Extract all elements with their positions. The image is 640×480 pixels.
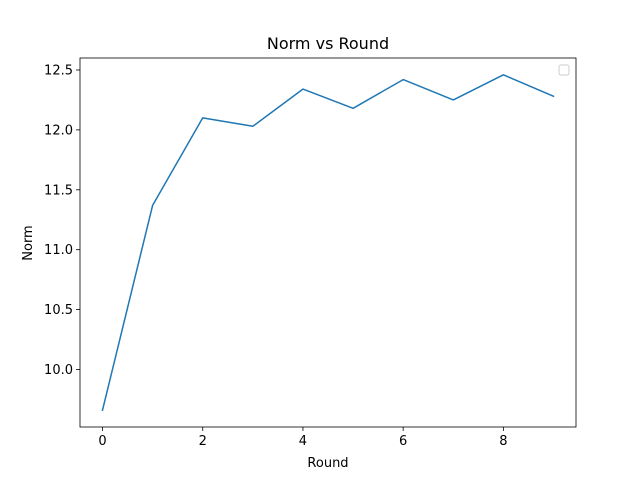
legend bbox=[558, 64, 570, 76]
series-layer bbox=[101, 74, 555, 412]
axes-background bbox=[80, 58, 576, 427]
y-tick-label: 11.0 bbox=[44, 243, 73, 258]
y-tick-label: 12.0 bbox=[44, 123, 73, 138]
y-tick-label: 12.5 bbox=[44, 63, 73, 78]
norm-series-line bbox=[101, 74, 555, 412]
y-axis: 10.0 10.5 11.0 11.5 12.0 12.5 bbox=[44, 63, 80, 378]
x-tick-label: 4 bbox=[299, 434, 307, 449]
y-tick-label: 10.0 bbox=[44, 363, 73, 378]
plot-area bbox=[79, 57, 577, 428]
y-tick-label: 10.5 bbox=[44, 303, 73, 318]
x-tick-label: 6 bbox=[399, 434, 407, 449]
x-axis: 0 2 4 6 8 bbox=[98, 427, 507, 449]
x-tick-label: 0 bbox=[98, 434, 106, 449]
y-axis-label: Norm bbox=[21, 225, 36, 260]
legend-box bbox=[558, 64, 570, 76]
axes-frame bbox=[79, 57, 577, 428]
x-tick-label: 8 bbox=[499, 434, 507, 449]
y-tick-label: 11.5 bbox=[44, 183, 73, 198]
x-tick-label: 2 bbox=[199, 434, 207, 449]
x-axis-label: Round bbox=[307, 456, 348, 471]
chart-title: Norm vs Round bbox=[267, 34, 389, 53]
